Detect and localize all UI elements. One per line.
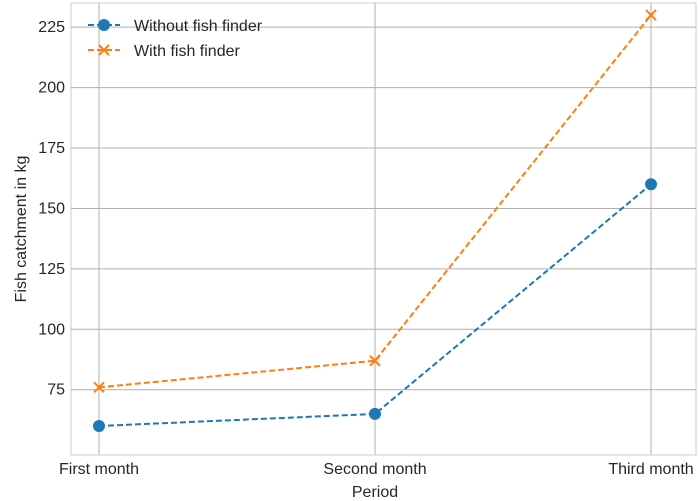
- data-point-without-fish-finder: [369, 407, 381, 420]
- series-group: [93, 9, 657, 432]
- y-tick-label: 200: [38, 80, 65, 97]
- data-point-without-fish-finder: [645, 178, 657, 191]
- y-tick-label: 150: [38, 200, 65, 217]
- x-tick-label: First month: [59, 461, 139, 478]
- data-point-without-fish-finder: [93, 419, 105, 432]
- data-point-with-fish-finder: [369, 355, 381, 367]
- y-axis-label: Fish catchment in kg: [13, 156, 30, 303]
- x-axis-label: Period: [352, 484, 398, 501]
- y-tick-label: 125: [38, 261, 65, 278]
- legend-label-with-fish-finder: With fish finder: [134, 43, 240, 60]
- y-tick-labels: 75 100 125 150 175 200 225: [38, 19, 65, 399]
- x-tick-label: Second month: [323, 461, 426, 478]
- y-tick-label: 175: [38, 140, 65, 157]
- y-tick-label: 100: [38, 321, 65, 338]
- plot-frame: [70, 2, 697, 456]
- x-tick-labels: First month Second month Third month: [59, 461, 694, 478]
- data-point-with-fish-finder: [645, 9, 657, 21]
- legend-marker-without-fish-finder: [98, 19, 110, 31]
- legend-label-without-fish-finder: Without fish finder: [134, 18, 263, 35]
- y-tick-label: 225: [38, 19, 65, 36]
- series-line-without-fish-finder: [98, 183, 652, 427]
- data-point-with-fish-finder: [93, 381, 105, 394]
- grid-lines: [71, 3, 696, 455]
- legend: Without fish finder With fish finder: [88, 18, 263, 60]
- series-line-with-fish-finder: [98, 14, 652, 389]
- legend-marker-with-fish-finder: [98, 44, 110, 56]
- x-tick-label: Third month: [608, 461, 693, 478]
- y-tick-label: 75: [47, 382, 65, 399]
